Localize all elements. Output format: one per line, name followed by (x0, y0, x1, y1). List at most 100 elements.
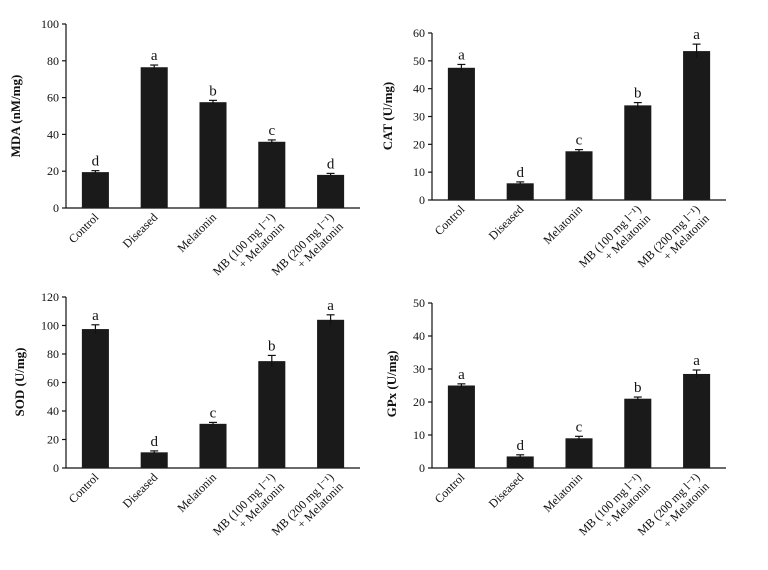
y-tick-label: 40 (47, 127, 59, 141)
bar (199, 102, 227, 208)
category-label-line: Control (432, 470, 468, 506)
bar (447, 385, 475, 468)
category-label: Melatonin (540, 470, 585, 515)
significance-label: a (458, 47, 465, 63)
y-tick-label: 20 (413, 137, 425, 151)
y-tick-label: 20 (413, 395, 425, 409)
y-tick-label: 40 (47, 404, 59, 418)
significance-label: d (327, 156, 335, 172)
y-tick-label: 100 (41, 17, 59, 31)
y-tick-label: 50 (413, 296, 425, 310)
y-tick-label: 10 (413, 428, 425, 442)
significance-label: b (268, 338, 276, 354)
bar (506, 183, 534, 200)
significance-label: a (693, 353, 700, 369)
cat-y-axis-label: CAT (U/mg) (380, 82, 395, 151)
category-label-line: Melatonin (174, 470, 219, 515)
panel-sod: 0 20 40 60 80 100 120 SOD (U/mg) a Control d Diseas… (12, 290, 360, 547)
mda-y-axis-label: MDA (nM/mg) (8, 75, 23, 158)
y-tick-label: 40 (413, 329, 425, 343)
category-label-line: Control (66, 210, 102, 246)
category-label: Diseased (120, 470, 161, 511)
bar (199, 423, 227, 468)
category-label-line: Diseased (120, 470, 161, 511)
y-tick-label: 0 (53, 461, 59, 475)
significance-label: a (458, 367, 465, 383)
significance-label: d (92, 154, 100, 170)
bar (624, 398, 652, 468)
y-tick-label: 0 (419, 461, 425, 475)
y-tick-label: 10 (413, 165, 425, 179)
category-label: Control (432, 470, 468, 506)
category-label-line: Control (66, 470, 102, 506)
significance-label: c (268, 123, 275, 139)
category-label: Control (432, 202, 468, 238)
y-tick-label: 30 (413, 110, 425, 124)
y-tick-label: 120 (41, 290, 59, 304)
category-label-line: Diseased (120, 210, 161, 251)
bar (81, 329, 109, 468)
significance-label: c (576, 419, 583, 435)
category-label: Diseased (486, 202, 527, 243)
significance-label: c (576, 133, 583, 149)
significance-label: a (151, 48, 158, 64)
y-tick-label: 60 (47, 376, 59, 390)
category-label-line: Diseased (486, 470, 527, 511)
panel-cat: 0 10 20 30 40 50 60 CAT (U/mg) a Control d Diseased… (380, 26, 726, 279)
category-label-line: Melatonin (540, 470, 585, 515)
category-label: Control (66, 210, 102, 246)
y-tick-label: 40 (413, 82, 425, 96)
y-tick-label: 60 (47, 91, 59, 105)
category-label-line: Diseased (486, 202, 527, 243)
bar (258, 361, 286, 468)
y-tick-label: 100 (41, 319, 59, 333)
category-label: MB (200 mg l⁻¹)+ Melatonin (635, 202, 712, 279)
category-label: Diseased (120, 210, 161, 251)
category-label-line: Melatonin (174, 210, 219, 255)
bar (506, 456, 534, 468)
category-label: MB (200 mg l⁻¹)+ Melatonin (635, 470, 712, 547)
bar (140, 67, 168, 209)
significance-label: a (693, 27, 700, 43)
bar (140, 452, 168, 468)
bar (317, 174, 345, 208)
y-tick-label: 80 (47, 54, 59, 68)
y-tick-label: 20 (47, 164, 59, 178)
significance-label: d (150, 434, 158, 450)
y-tick-label: 0 (53, 201, 59, 215)
bar (565, 438, 593, 468)
bar (317, 319, 345, 468)
panel-gpx: 0 10 20 30 40 50 GPx (U/mg) a Control d Diseased c M… (384, 296, 726, 547)
category-label-line: Control (432, 202, 468, 238)
bar (565, 151, 593, 200)
bar (624, 105, 652, 200)
bar (258, 141, 286, 208)
y-tick-label: 30 (413, 362, 425, 376)
y-tick-label: 0 (419, 193, 425, 207)
significance-label: b (634, 380, 642, 396)
y-tick-label: 20 (47, 433, 59, 447)
category-label: Diseased (486, 470, 527, 511)
panel-mda: 0 20 40 60 80 100 MDA (nM/mg) d Control a Diseased… (8, 17, 360, 287)
bar (683, 51, 711, 200)
bar (447, 67, 475, 201)
sod-y-axis-label: SOD (U/mg) (12, 348, 27, 417)
category-label-line: Melatonin (540, 202, 585, 247)
y-tick-label: 50 (413, 54, 425, 68)
gpx-y-axis-label: GPx (U/mg) (384, 351, 399, 418)
category-label: Melatonin (174, 210, 219, 255)
significance-label: a (92, 308, 99, 324)
category-label: Melatonin (174, 470, 219, 515)
y-tick-label: 60 (413, 26, 425, 40)
bar (81, 172, 109, 208)
significance-label: d (516, 165, 524, 181)
category-label: MB (200 mg l⁻¹)+ Melatonin (269, 210, 346, 287)
significance-label: b (209, 83, 217, 99)
category-label: MB (200 mg l⁻¹)+ Melatonin (269, 470, 346, 547)
bar (683, 373, 711, 468)
significance-label: b (634, 86, 642, 102)
significance-label: c (210, 405, 217, 421)
y-tick-label: 80 (47, 347, 59, 361)
category-label: Melatonin (540, 202, 585, 247)
